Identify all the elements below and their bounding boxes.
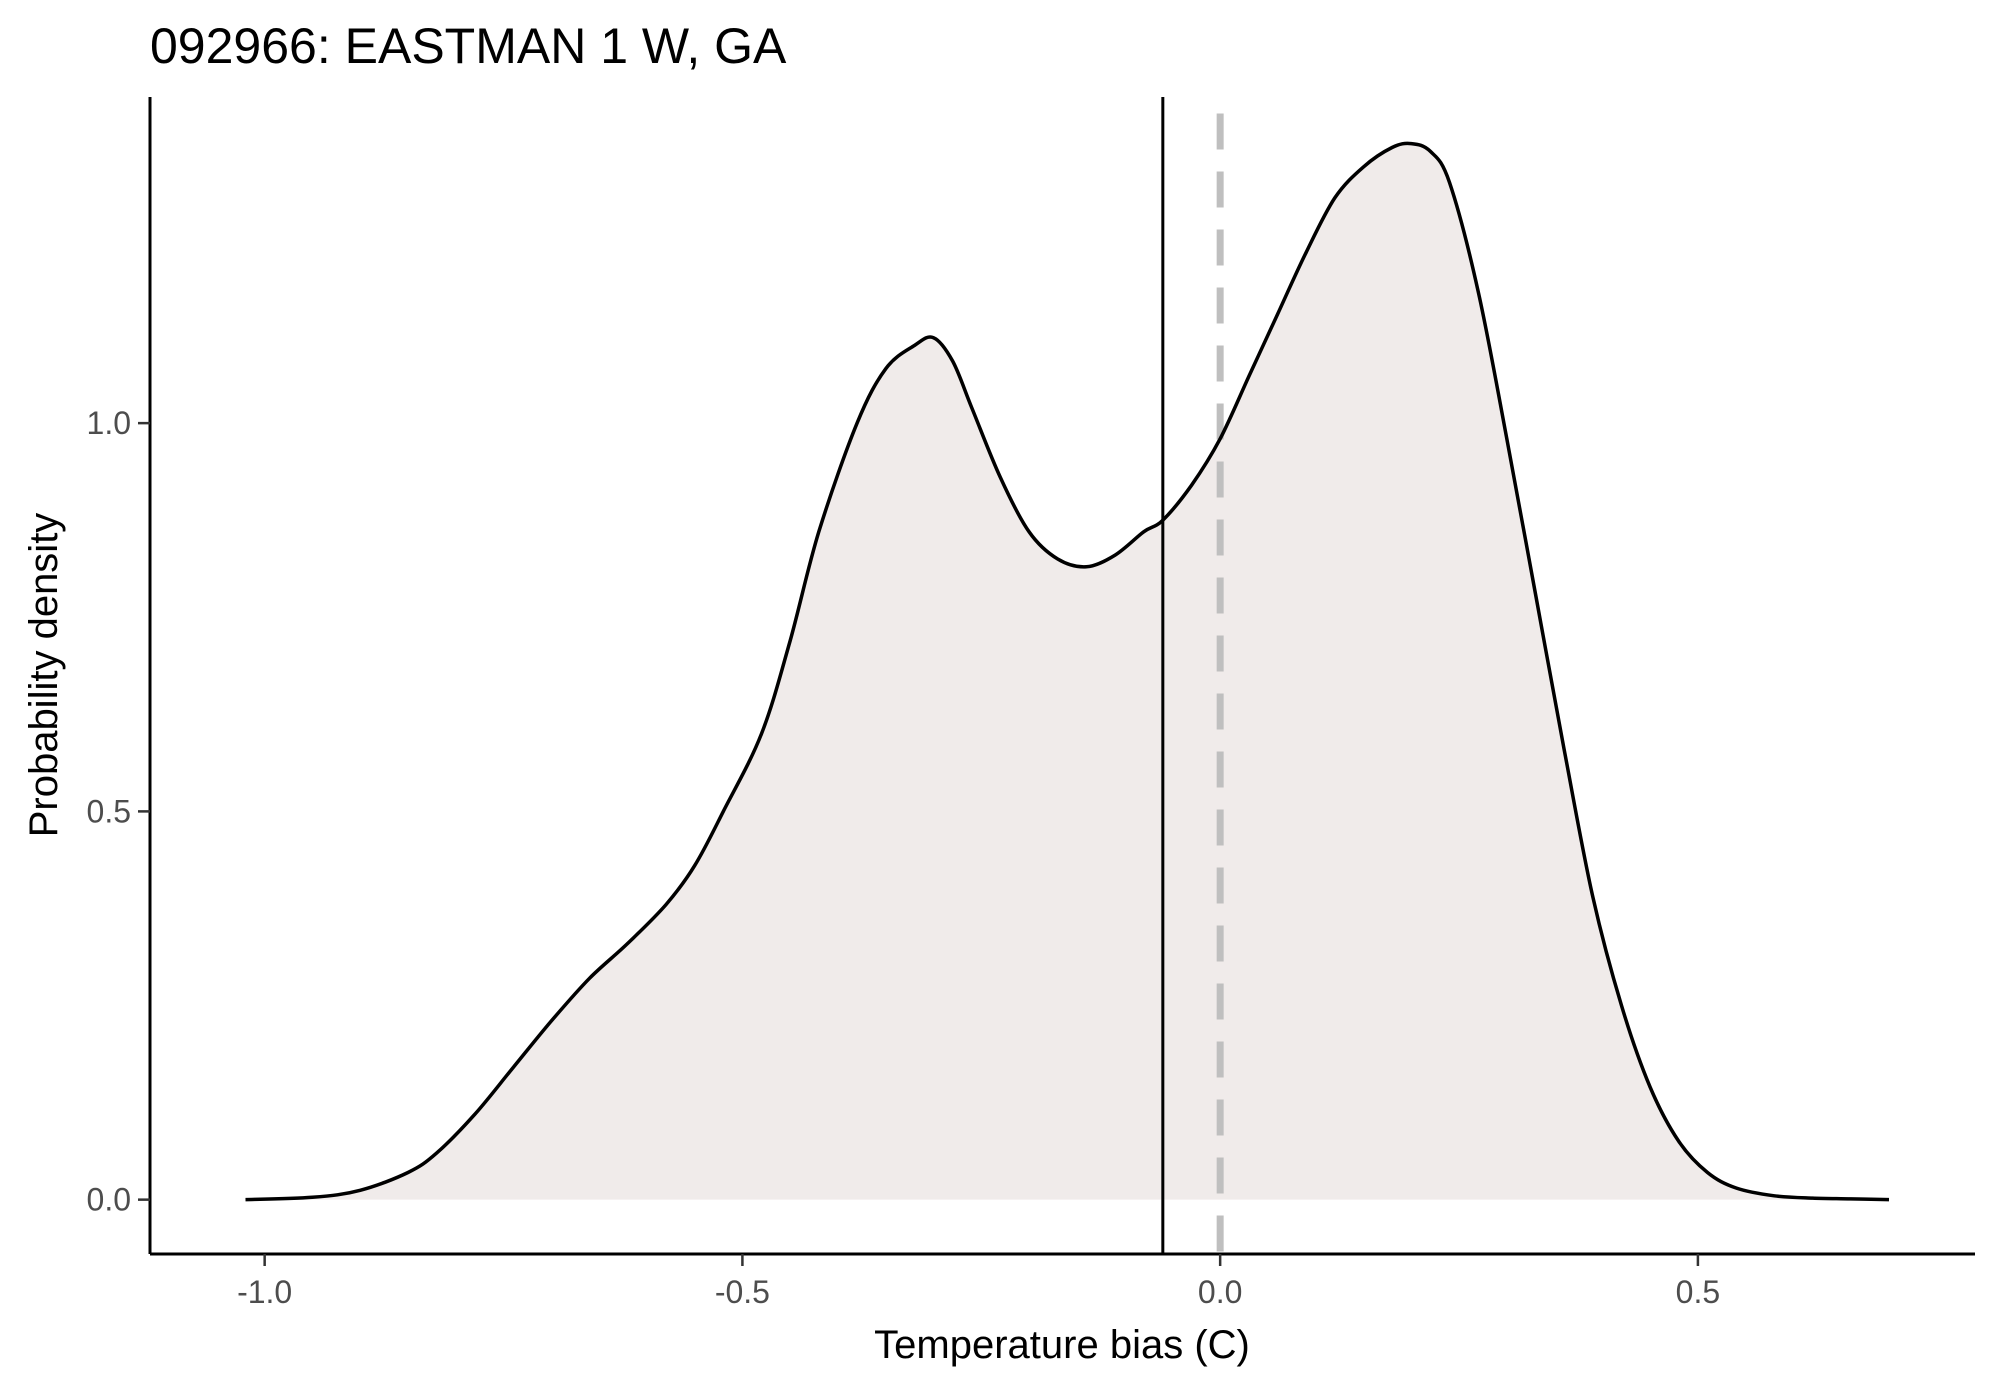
x-tick-label: 0.0 bbox=[1198, 1274, 1242, 1310]
y-axis-ticks: 0.0 0.5 1.0 bbox=[87, 405, 150, 1218]
density-curve bbox=[245, 141, 1890, 1202]
density-area bbox=[245, 143, 1889, 1200]
y-axis-title: Probability density bbox=[22, 513, 66, 838]
x-axis-ticks: -1.0 -0.5 0.0 0.5 bbox=[237, 1254, 1720, 1310]
y-tick-label: 0.0 bbox=[87, 1182, 131, 1218]
plot-area bbox=[245, 97, 1890, 1254]
x-tick-label: -0.5 bbox=[715, 1274, 770, 1310]
x-tick-label: -1.0 bbox=[237, 1274, 292, 1310]
x-axis-title: Temperature bias (C) bbox=[874, 1323, 1250, 1367]
x-tick-label: 0.5 bbox=[1676, 1274, 1720, 1310]
chart-title: 092966: EASTMAN 1 W, GA bbox=[150, 18, 787, 74]
y-tick-label: 1.0 bbox=[87, 405, 131, 441]
y-tick-label: 0.5 bbox=[87, 793, 131, 829]
